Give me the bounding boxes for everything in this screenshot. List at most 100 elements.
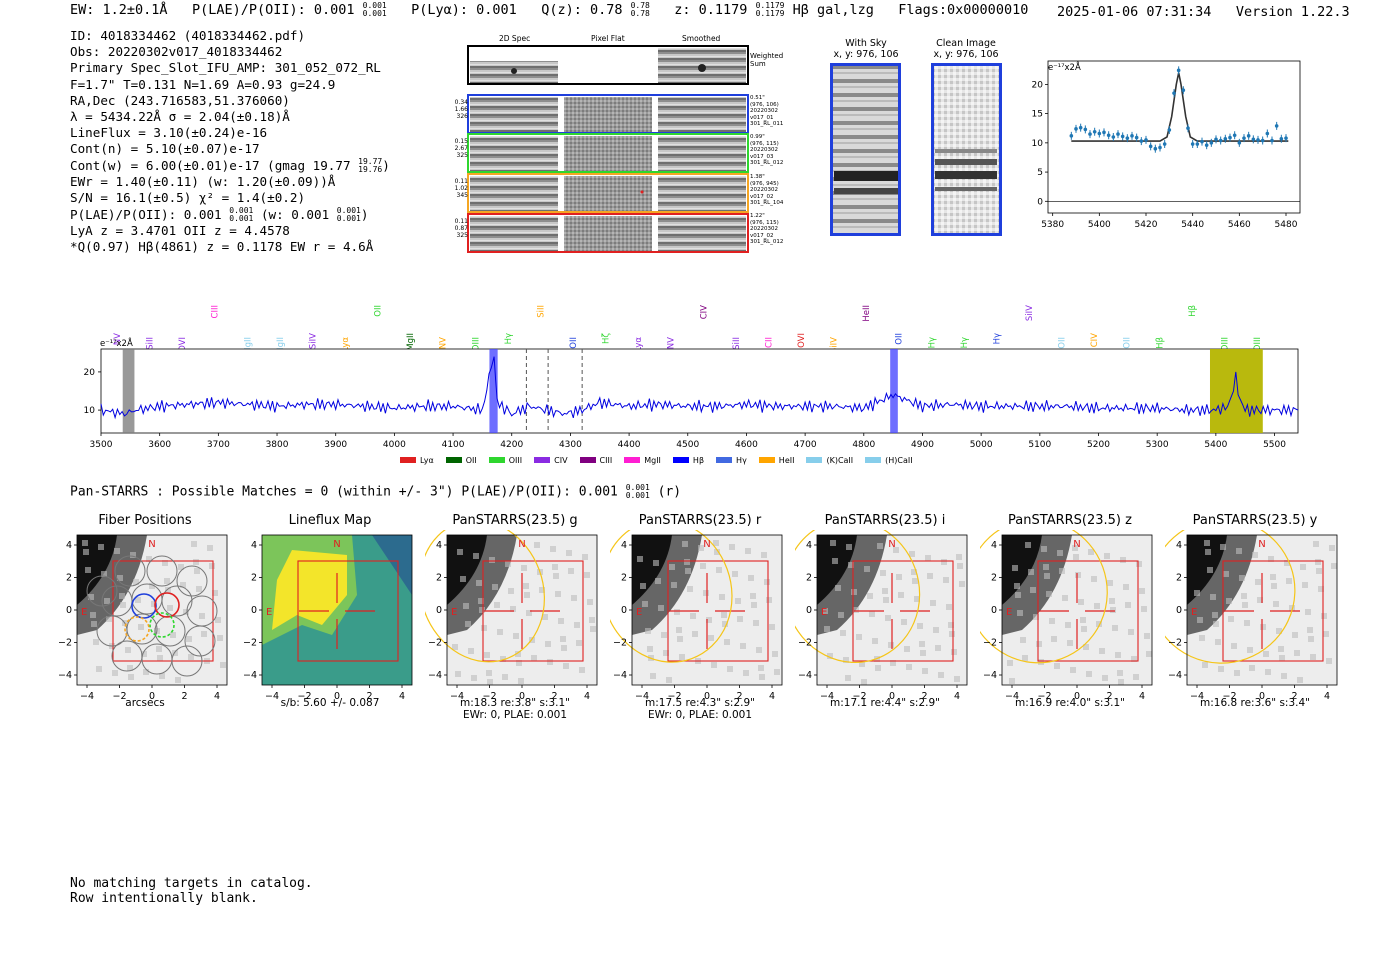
- noise-pixel: [845, 675, 851, 681]
- noise-pixel: [112, 670, 118, 676]
- xtick-label: 4300: [559, 440, 582, 450]
- noise-pixel: [465, 621, 471, 627]
- spectrum-yticks: 10 20: [84, 368, 101, 416]
- ytick-label: 0: [66, 605, 72, 616]
- xtick-label: 5100: [1028, 440, 1051, 450]
- row3-left-labels: 0.11 1.02 345: [446, 178, 468, 199]
- ytick-label: 10: [1032, 139, 1044, 149]
- noise-pixel: [1118, 679, 1124, 685]
- noise-pixel: [1278, 646, 1284, 652]
- row4-right-4: 301_RL_012: [750, 239, 784, 246]
- data-point: [1102, 130, 1106, 135]
- noise-pixel: [719, 594, 725, 600]
- xtick-label: 3900: [324, 440, 347, 450]
- noise-pixel: [1110, 607, 1116, 613]
- noise-pixel: [1086, 671, 1092, 677]
- data-point: [1265, 131, 1270, 136]
- noise-pixel: [690, 613, 696, 619]
- panel-caption: s/b: 5.60 +/- 0.087: [245, 697, 415, 709]
- noise-pixel: [758, 665, 764, 671]
- noise-pixel: [1036, 641, 1042, 647]
- plae2-sup: 0.001: [229, 206, 254, 216]
- noise-pixel: [1102, 675, 1108, 681]
- noise-pixel: [1313, 541, 1319, 547]
- xtick-label: 0: [1259, 691, 1265, 700]
- with-sky-image: [830, 63, 901, 236]
- row2-left-1: 2.67: [454, 145, 468, 152]
- plae-sup: 0.001: [362, 1, 387, 10]
- noise-pixel: [1257, 597, 1263, 603]
- noise-pixel: [1302, 582, 1308, 588]
- data-point: [1195, 142, 1200, 146]
- noise-pixel: [497, 629, 503, 635]
- line-fit-plot: [1069, 66, 1289, 153]
- xtick-label: 2: [736, 691, 742, 700]
- noise-pixel: [1273, 601, 1279, 607]
- east-label: E: [451, 607, 457, 618]
- xtick-label: 4000: [383, 440, 406, 450]
- noise-pixel: [589, 617, 595, 623]
- fiber-row-3: [467, 173, 749, 213]
- noise-pixel: [1030, 587, 1036, 593]
- fiber-2dspec: [470, 136, 558, 171]
- noise-pixel: [1276, 628, 1282, 634]
- panel-image: N E −4 4 −2 2 0 0 2 −2 4 −4: [980, 530, 1153, 700]
- xtick-label: 4500: [676, 440, 699, 450]
- noise-pixel: [476, 580, 482, 586]
- info-lambda: λ = 5434.22Å σ = 2.04(±0.18)Å: [70, 109, 290, 125]
- galaxy-ellipse: [1165, 530, 1296, 664]
- row1-right-0: 0.51": [750, 95, 765, 101]
- noise-pixel: [671, 582, 677, 588]
- noise-pixel: [487, 679, 493, 685]
- clean-band: [935, 149, 997, 153]
- noise-pixel: [478, 598, 484, 604]
- noise-pixel: [663, 650, 669, 656]
- noise-pixel: [880, 570, 886, 576]
- ytick-label: −4: [58, 670, 72, 681]
- noise-pixel: [1104, 553, 1110, 559]
- noise-pixel: [1075, 572, 1081, 578]
- row3-right-0: 1.38": [750, 174, 765, 180]
- legend-swatch: [488, 457, 505, 463]
- ytick-label: 0: [1176, 605, 1182, 616]
- data-point: [1158, 145, 1162, 150]
- noise-pixel: [935, 645, 941, 651]
- line-label: CIV: [699, 305, 709, 319]
- legend-label: (H)CaII: [885, 455, 913, 465]
- noise-pixel: [1091, 576, 1097, 582]
- noise-pixel: [1028, 569, 1034, 575]
- galaxy-core: [1002, 535, 1042, 605]
- data-point: [1088, 132, 1092, 136]
- xtick-label: 0: [519, 691, 525, 700]
- noise-pixel: [460, 576, 466, 582]
- xtick-label: 2: [181, 691, 187, 700]
- noise-pixel: [832, 558, 838, 564]
- fiber-row-frame: [467, 133, 749, 173]
- ytick-label: 4: [806, 540, 812, 551]
- noise-pixel: [481, 625, 487, 631]
- legend-swatch: [445, 457, 462, 463]
- noise-pixel: [1321, 613, 1327, 619]
- legend-item: MgII: [624, 456, 661, 465]
- sky-panels: [830, 63, 1002, 236]
- data-point: [1069, 134, 1074, 138]
- row1-left-2: 326: [456, 113, 468, 120]
- noise-pixel: [98, 544, 104, 550]
- noise-pixel: [1265, 669, 1271, 675]
- noise-pixel: [843, 657, 849, 663]
- row3-right-3: v017_02: [750, 193, 774, 200]
- noise-pixel: [93, 639, 99, 645]
- qz-sup: 0.78: [630, 1, 650, 10]
- noise-pixel: [1022, 655, 1028, 661]
- data-point: [1181, 88, 1186, 93]
- fiber-row-1: [467, 94, 749, 134]
- panel-title: PanSTARRS(23.5) y: [1192, 513, 1318, 528]
- row3-right-labels: 1.38" (976, 945) 20220302 v017_02 301_RL…: [750, 174, 783, 207]
- noise-pixel: [1096, 621, 1102, 627]
- spectrum-xticks: 3500 3600 3700 3800 3900 4000 4100 4200 4300 4400…: [90, 433, 1286, 450]
- noise-pixel: [186, 636, 192, 642]
- row4-left-labels: 0.11 0.87 325: [446, 218, 468, 239]
- data-point: [1186, 126, 1190, 131]
- noise-pixel: [1236, 548, 1242, 554]
- noise-pixel: [745, 548, 751, 554]
